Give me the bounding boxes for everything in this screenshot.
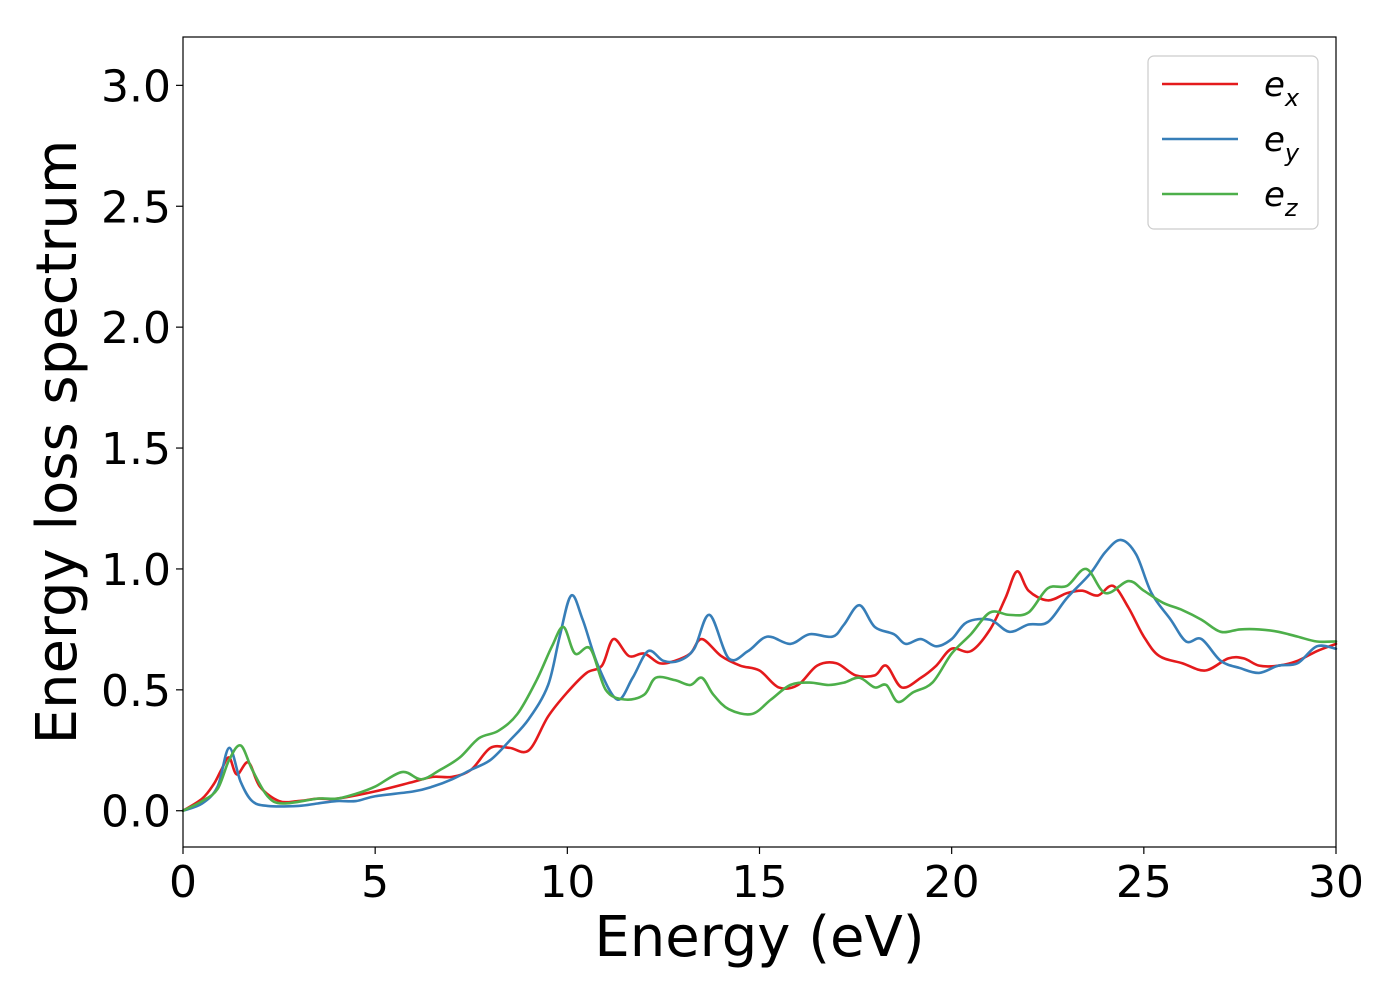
x-axis-label: Energy (eV) — [594, 905, 924, 970]
legend-subscript: y — [1284, 139, 1300, 167]
legend-subscript: z — [1284, 194, 1299, 222]
y-tick-label: 1.0 — [101, 545, 171, 596]
legend-box — [1147, 55, 1319, 230]
series-lines — [181, 538, 1338, 813]
x-tick-label: 10 — [539, 857, 595, 908]
x-tick-label: 25 — [1116, 857, 1172, 908]
y-tick-label: 2.0 — [101, 303, 171, 354]
x-tick-label: 20 — [924, 857, 980, 908]
x-tick-label: 0 — [169, 857, 197, 908]
y-tick-label: 3.0 — [101, 61, 171, 112]
y-axis-ticks: 0.0 0.5 1.0 1.5 2.0 2.5 3.0 — [101, 61, 183, 838]
x-axis-ticks: 0 5 10 15 20 25 30 — [169, 847, 1364, 908]
y-axis-label: Energy loss spectrum — [25, 140, 90, 745]
x-tick-label: 15 — [732, 857, 788, 908]
y-tick-label: 1.5 — [101, 424, 171, 475]
y-tick-label: 0.0 — [101, 787, 171, 838]
y-tick-label: 2.5 — [101, 182, 171, 233]
x-tick-label: 30 — [1308, 857, 1364, 908]
series-line-e-z — [181, 567, 1338, 813]
series-line-e-y — [181, 538, 1338, 813]
plot-area — [183, 37, 1336, 847]
x-tick-label: 5 — [361, 857, 389, 908]
y-tick-label: 0.5 — [101, 666, 171, 717]
legend-subscript: x — [1284, 84, 1300, 112]
